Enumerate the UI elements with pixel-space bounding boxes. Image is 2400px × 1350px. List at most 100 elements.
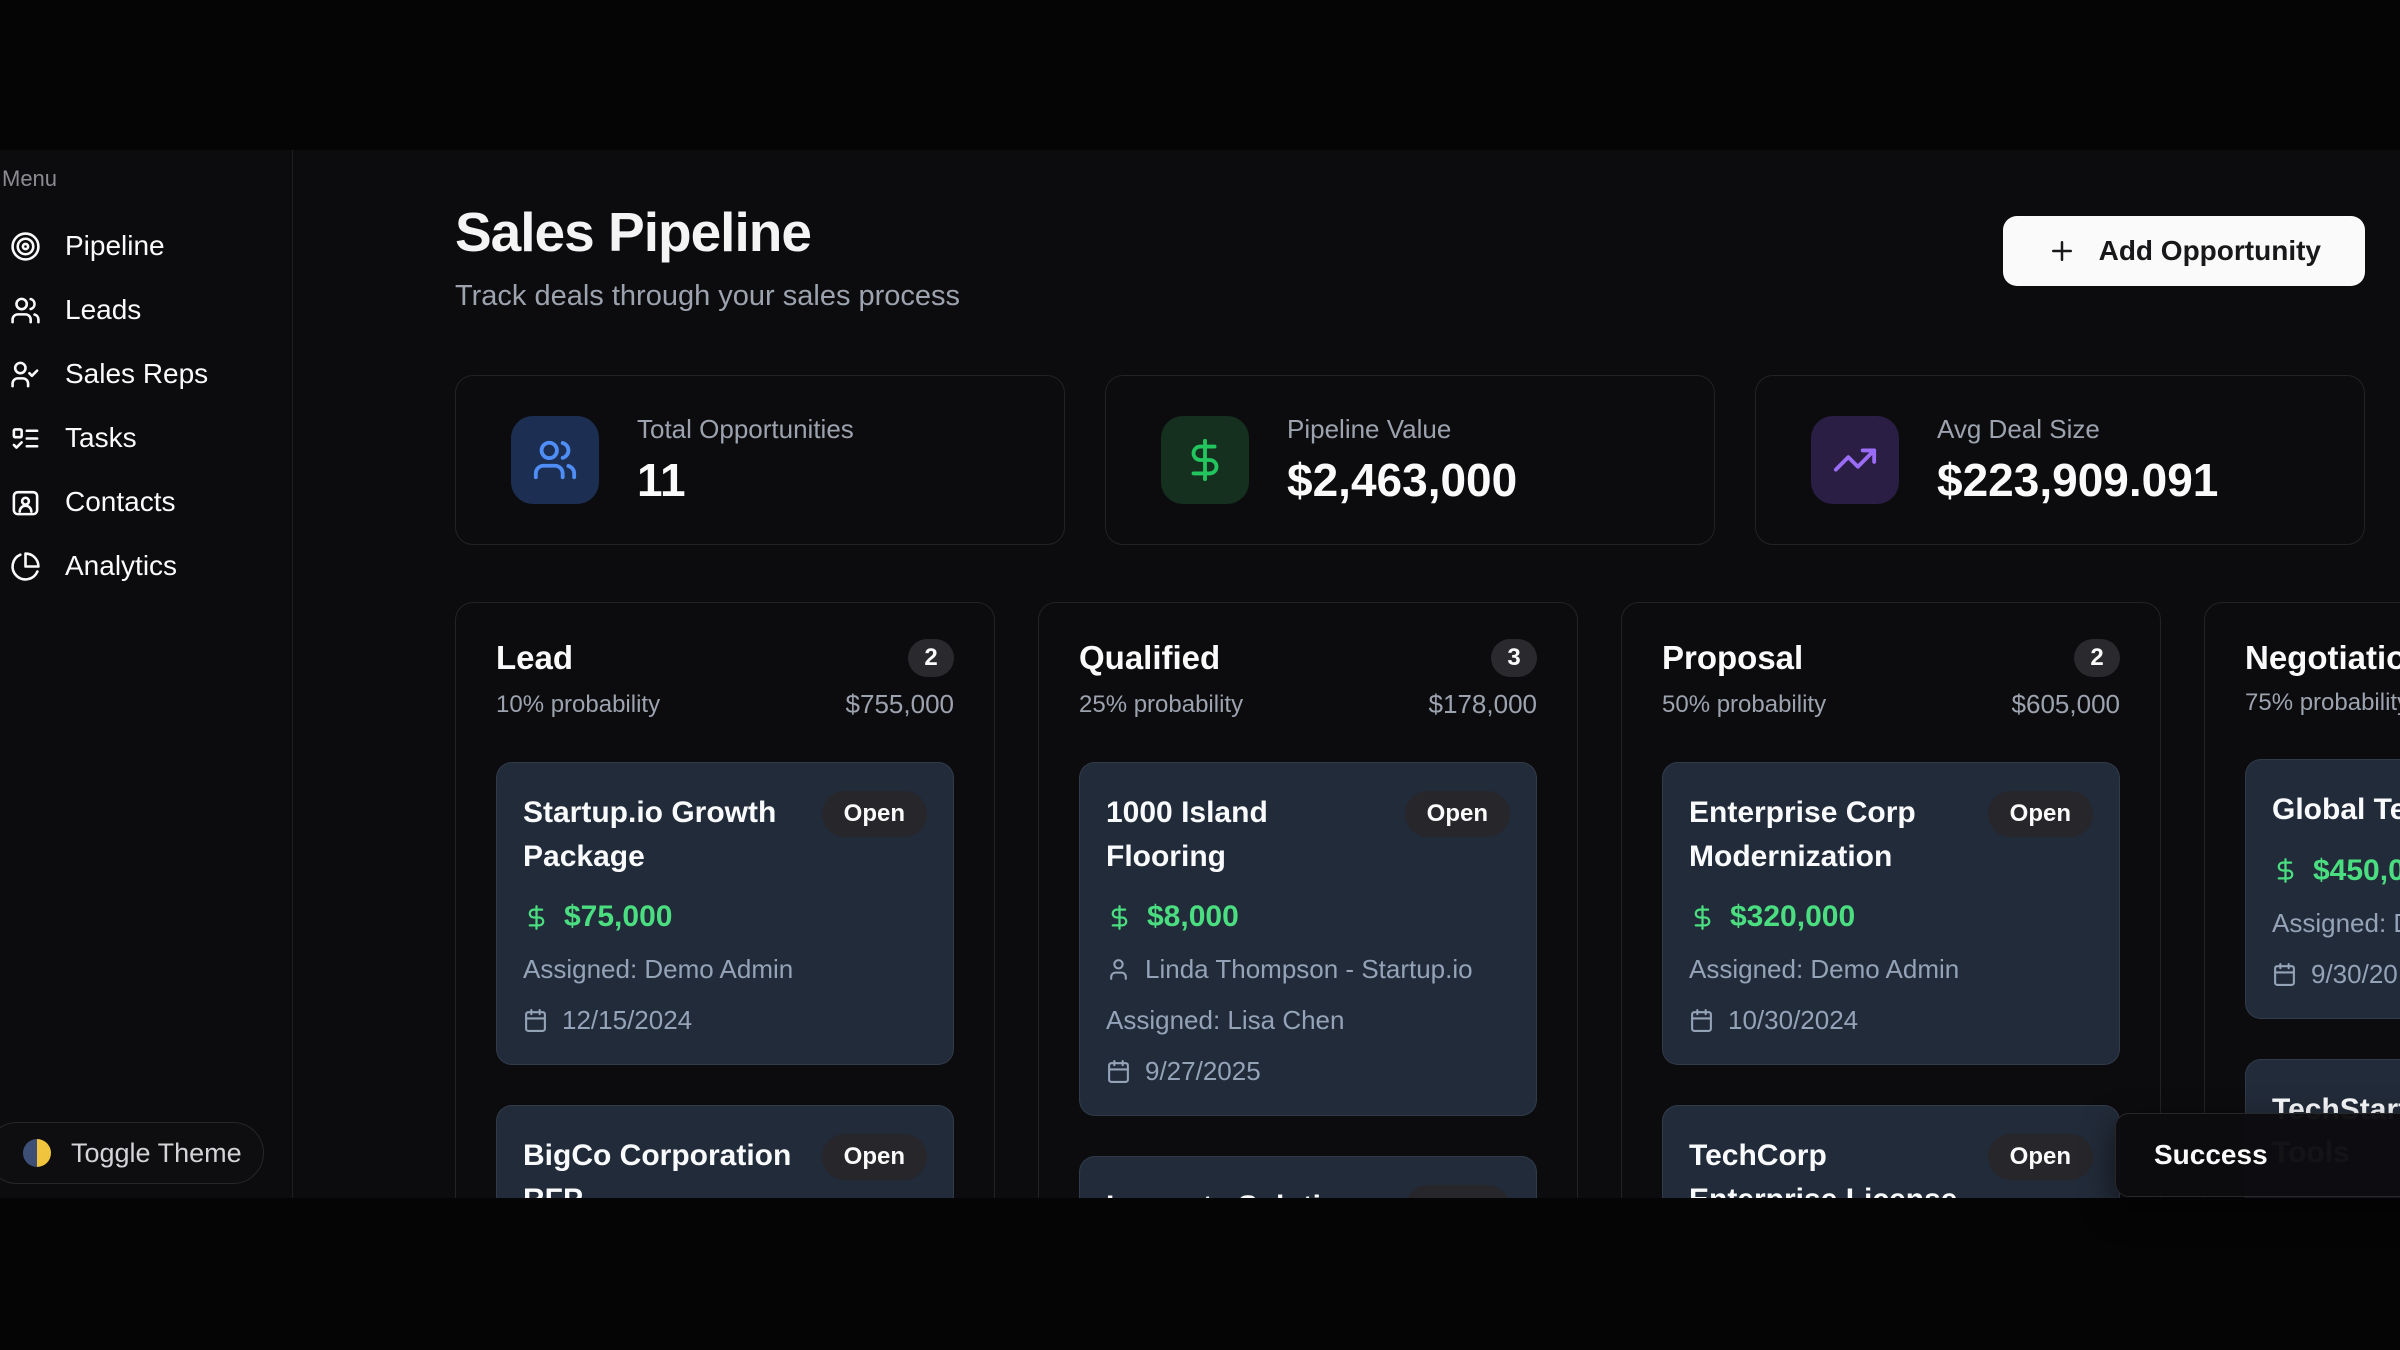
sidebar-item-pipeline[interactable]: Pipeline [0, 214, 292, 278]
stat-value: $2,463,000 [1287, 453, 1518, 506]
column-total: $605,000 [2011, 689, 2120, 719]
add-opportunity-button[interactable]: Add Opportunity [2002, 216, 2365, 286]
card-date: 9/30/20 [2311, 958, 2398, 989]
card-title: 1000 Island Flooring [1106, 796, 1268, 873]
calendar-icon [523, 1008, 548, 1033]
card-amount: $75,000 [564, 900, 673, 933]
card-assigned: Assigned: Demo Admin [1689, 954, 1960, 984]
moon-icon [23, 1139, 51, 1167]
card-title: Enterprise Corp Modernization [1689, 796, 1916, 873]
stat-pipeline-value: Pipeline Value $2,463,000 [1105, 375, 1715, 545]
add-opportunity-label: Add Opportunity [2098, 235, 2321, 266]
page-title: Sales Pipeline [455, 201, 812, 263]
column-count-badge: 3 [1491, 639, 1537, 677]
kanban-column: Proposal 2 50% probability $605,000 Ente… [1621, 602, 2161, 1198]
dollar-sign-icon [1106, 904, 1133, 931]
card-contact: Linda Thompson - Startup.io [1145, 954, 1473, 984]
contact-card-icon [10, 487, 41, 518]
card-assigned-row: Assigned: Lisa Chen [1106, 1005, 1510, 1036]
sidebar-item-sales-reps[interactable]: Sales Reps [0, 342, 292, 406]
page-subtitle: Track deals through your sales process [455, 280, 961, 312]
toggle-theme-label: Toggle Theme [71, 1137, 242, 1168]
card-status-badge: Open [821, 1134, 927, 1180]
column-name: Lead [496, 639, 574, 676]
opportunity-card[interactable]: 1000 Island Flooring Open $ [1079, 762, 1537, 1116]
plus-icon [2047, 236, 2077, 266]
stat-total-opportunities: Total Opportunities 11 [455, 375, 1065, 545]
user-icon [1106, 957, 1131, 982]
card-date-row: 9/27/2025 [1106, 1056, 1510, 1087]
card-date: 9/27/2025 [1145, 1056, 1261, 1086]
opportunity-card[interactable]: Global Te $450,000 [2245, 759, 2400, 1019]
column-count-badge: 2 [2074, 639, 2120, 677]
card-title: BigCo Corporation RFP [523, 1139, 792, 1198]
list-todo-icon [10, 423, 41, 454]
page-header: Sales Pipeline Track deals through your … [455, 200, 2365, 313]
opportunity-card[interactable]: Innovate Solutions Integration Open [1079, 1156, 1537, 1198]
card-contact-row: Linda Thompson - Startup.io [1106, 954, 1510, 985]
opportunity-card[interactable]: Enterprise Corp Modernization Open [1662, 762, 2120, 1065]
target-icon [10, 231, 41, 262]
stat-label: Total Opportunities [637, 413, 854, 444]
calendar-icon [1689, 1008, 1714, 1033]
card-title: Innovate Solutions Integration [1106, 1185, 1389, 1198]
card-status-badge: Open [1404, 1185, 1510, 1198]
stat-label: Pipeline Value [1287, 413, 1452, 444]
sidebar-item-label: Analytics [65, 550, 178, 581]
sidebar-item-tasks[interactable]: Tasks [0, 406, 292, 470]
card-amount-row: $8,000 [1106, 900, 1510, 934]
card-date-row: 12/15/2024 [523, 1005, 927, 1036]
dollar-sign-icon [1689, 904, 1716, 931]
sidebar-item-contacts[interactable]: Contacts [0, 470, 292, 534]
stat-value: 11 [637, 453, 686, 506]
column-count-badge: 2 [908, 639, 954, 677]
opportunity-card[interactable]: Startup.io Growth Package Open [496, 762, 954, 1065]
card-amount: $8,000 [1147, 900, 1239, 933]
card-title: Global Te [2272, 793, 2400, 826]
column-probability: 75% probability [2245, 689, 2400, 716]
column-cards: 1000 Island Flooring Open $ [1079, 762, 1537, 1198]
card-amount: $450,000 [2313, 853, 2400, 887]
dollar-sign-icon [2272, 857, 2299, 884]
column-total: $755,000 [845, 689, 954, 719]
card-date: 10/30/2024 [1728, 1005, 1859, 1035]
sidebar-item-analytics[interactable]: Analytics [0, 534, 292, 598]
card-amount-row: $450,000 [2272, 854, 2400, 888]
kanban-column: Qualified 3 25% probability $178,000 100… [1038, 602, 1578, 1198]
sidebar-nav: Pipeline Leads Sales Reps [0, 214, 292, 598]
card-assigned-row: Assigned: Demo Admin [523, 954, 927, 985]
sidebar-item-label: Tasks [65, 422, 137, 453]
kanban-board: Lead 2 10% probability $755,000 Startup.… [455, 602, 2400, 1198]
card-status-badge: Open [821, 791, 927, 837]
column-probability: 50% probability [1662, 690, 1827, 718]
column-probability: 25% probability [1079, 690, 1244, 718]
column-name: Proposal [1662, 639, 1804, 676]
column-total: $178,000 [1428, 689, 1537, 719]
success-toast: Success [2115, 1113, 2400, 1197]
trending-up-icon [1811, 416, 1899, 504]
sidebar: Menu Pipeline Leads [0, 150, 293, 1198]
card-amount-row: $75,000 [523, 900, 927, 934]
sidebar-item-label: Pipeline [65, 230, 165, 261]
dollar-sign-icon [1161, 416, 1249, 504]
card-amount-row: $95,000 [2272, 1197, 2400, 1199]
stat-value: $223,909.091 [1937, 453, 2219, 506]
opportunity-card[interactable]: TechCorp Enterprise License Open [1662, 1105, 2120, 1198]
card-amount-row: $320,000 [1689, 900, 2093, 934]
dollar-sign-icon [523, 904, 550, 931]
opportunity-card[interactable]: BigCo Corporation RFP Open [496, 1105, 954, 1198]
users-icon [10, 295, 41, 326]
sidebar-item-leads[interactable]: Leads [0, 278, 292, 342]
card-amount: $95,000 [2313, 1197, 2400, 1199]
toggle-theme-button[interactable]: Toggle Theme [0, 1122, 264, 1184]
card-status-badge: Open [1987, 1134, 2093, 1180]
card-status-badge: Open [1987, 791, 2093, 837]
calendar-icon [1106, 1059, 1131, 1084]
card-assigned: Assigned: Lisa Chen [1106, 1005, 1345, 1035]
app-window: Menu Pipeline Leads [0, 150, 2400, 1198]
card-amount: $320,000 [1730, 900, 1856, 933]
card-title: Startup.io Growth Package [523, 796, 777, 873]
column-cards: Enterprise Corp Modernization Open [1662, 762, 2120, 1198]
sidebar-menu-label: Menu [2, 166, 58, 191]
card-date: 12/15/2024 [562, 1005, 693, 1035]
